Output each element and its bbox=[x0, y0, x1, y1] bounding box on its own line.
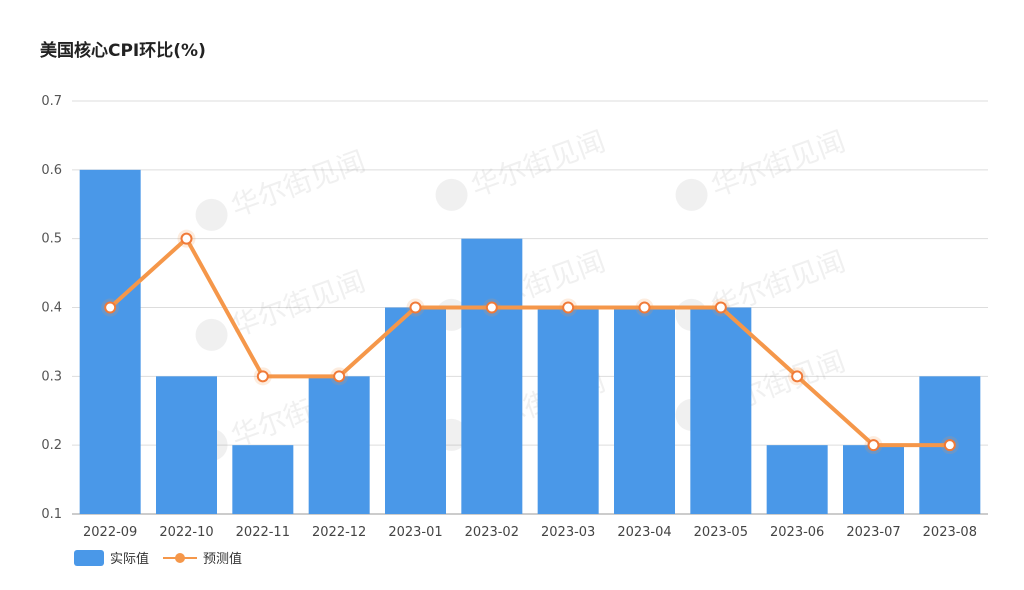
x-tick-label: 2023-05 bbox=[694, 525, 748, 540]
point-forecast bbox=[638, 301, 651, 314]
point-forecast bbox=[180, 232, 193, 245]
point-forecast bbox=[867, 439, 880, 452]
point-forecast bbox=[409, 301, 422, 314]
point-forecast bbox=[485, 301, 498, 314]
bar-actual bbox=[232, 445, 294, 514]
y-tick-label: 0.7 bbox=[41, 94, 62, 109]
point-forecast bbox=[256, 370, 269, 383]
y-tick-label: 0.5 bbox=[41, 232, 62, 247]
legend: 实际值 预测值 bbox=[74, 548, 256, 567]
svg-text:华尔街见闻: 华尔街见闻 bbox=[227, 264, 370, 343]
x-tick-label: 2023-01 bbox=[388, 525, 442, 540]
x-tick-label: 2023-04 bbox=[617, 525, 671, 540]
x-tick-label: 2023-07 bbox=[846, 525, 900, 540]
bar-actual bbox=[766, 445, 828, 514]
x-tick-label: 2022-09 bbox=[83, 525, 137, 540]
y-tick-label: 0.6 bbox=[41, 163, 62, 178]
legend-swatch-forecast bbox=[163, 552, 198, 563]
watermark: 华尔街见闻 bbox=[675, 124, 850, 211]
point-forecast bbox=[714, 301, 727, 314]
svg-text:华尔街见闻: 华尔街见闻 bbox=[467, 124, 610, 203]
y-tick-label: 0.3 bbox=[41, 369, 62, 384]
legend-item-forecast[interactable]: 预测值 bbox=[163, 548, 242, 567]
legend-item-actual[interactable]: 实际值 bbox=[74, 548, 149, 567]
point-forecast bbox=[562, 301, 575, 314]
x-tick-label: 2023-08 bbox=[923, 525, 977, 540]
y-tick-label: 0.1 bbox=[41, 507, 62, 522]
y-tick-label: 0.4 bbox=[41, 301, 62, 316]
bar-actual bbox=[156, 376, 217, 514]
x-tick-label: 2022-10 bbox=[159, 525, 213, 540]
bar-actual bbox=[614, 307, 675, 514]
chart-title: 美国核心CPI环比(%) bbox=[40, 41, 206, 61]
x-tick-label: 2023-02 bbox=[465, 525, 519, 540]
bar-actual bbox=[690, 307, 752, 514]
x-tick-label: 2023-06 bbox=[770, 525, 824, 540]
point-forecast bbox=[333, 370, 346, 383]
svg-text:华尔街见闻: 华尔街见闻 bbox=[227, 144, 370, 223]
line-forecast bbox=[108, 236, 952, 448]
bar-actual bbox=[308, 376, 370, 514]
x-tick-label: 2022-11 bbox=[236, 525, 290, 540]
svg-text:华尔街见闻: 华尔街见闻 bbox=[707, 124, 850, 203]
point-forecast bbox=[943, 439, 956, 452]
bar-actual bbox=[537, 307, 599, 514]
x-tick-label: 2023-03 bbox=[541, 525, 595, 540]
bar-actual bbox=[461, 238, 523, 514]
watermark: 华尔街见闻 bbox=[435, 124, 610, 211]
legend-label-actual: 实际值 bbox=[110, 552, 150, 567]
watermark: 华尔街见闻 bbox=[195, 144, 370, 231]
x-tick-label: 2022-12 bbox=[312, 525, 366, 540]
point-forecast bbox=[791, 370, 804, 383]
legend-swatch-actual bbox=[74, 549, 104, 566]
bar-actual bbox=[385, 307, 446, 514]
bar-actual bbox=[843, 445, 904, 514]
legend-label-forecast: 预测值 bbox=[203, 552, 243, 567]
y-tick-label: 0.2 bbox=[41, 438, 62, 453]
watermark: 华尔街见闻 bbox=[195, 264, 370, 351]
point-forecast bbox=[104, 301, 117, 314]
bar-actual bbox=[79, 169, 141, 515]
